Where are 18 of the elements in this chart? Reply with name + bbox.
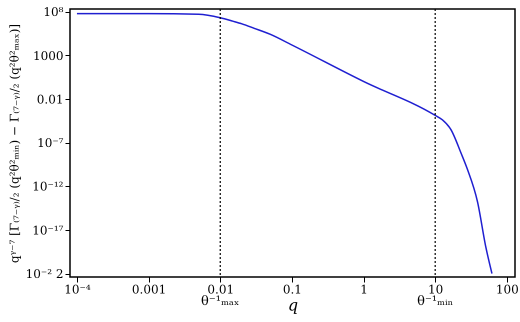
y-tick-label: 1000 — [32, 48, 64, 63]
x-tick-label: 100 — [496, 282, 519, 296]
x-axis-title: q — [288, 296, 298, 314]
x-tick-label: 0.1 — [282, 282, 302, 296]
y-axis-title: qᵞ⁻⁷ [Γ₍₇₋ᵧ₎/₂ (q²θ²ₘᵢₙ) − Γ₍₇₋ᵧ₎/₂ (q²θ²ₘₐₓ)] — [8, 24, 22, 264]
y-tick-label: 10⁻² 2 — [26, 267, 64, 282]
y-tick-label: 10⁸ — [43, 5, 64, 20]
ref-line-label: θ⁻¹ₘᵢₙ — [417, 294, 454, 309]
y-tick-label: 10⁻¹² — [32, 180, 64, 194]
y-tick-label: 10⁻⁷ — [37, 136, 64, 150]
y-tick-label: 0.01 — [36, 92, 64, 106]
y-tick-label: 10⁻¹⁷ — [32, 223, 64, 238]
ref-line-label: θ⁻¹ₘₐₓ — [201, 294, 240, 309]
x-tick-label: 0.001 — [132, 282, 166, 296]
x-tick-label: 10 — [428, 282, 444, 296]
x-tick-label: 1 — [360, 282, 368, 296]
x-tick-label: 10⁻⁴ — [64, 282, 91, 296]
x-tick-label: 0.01 — [207, 282, 234, 296]
